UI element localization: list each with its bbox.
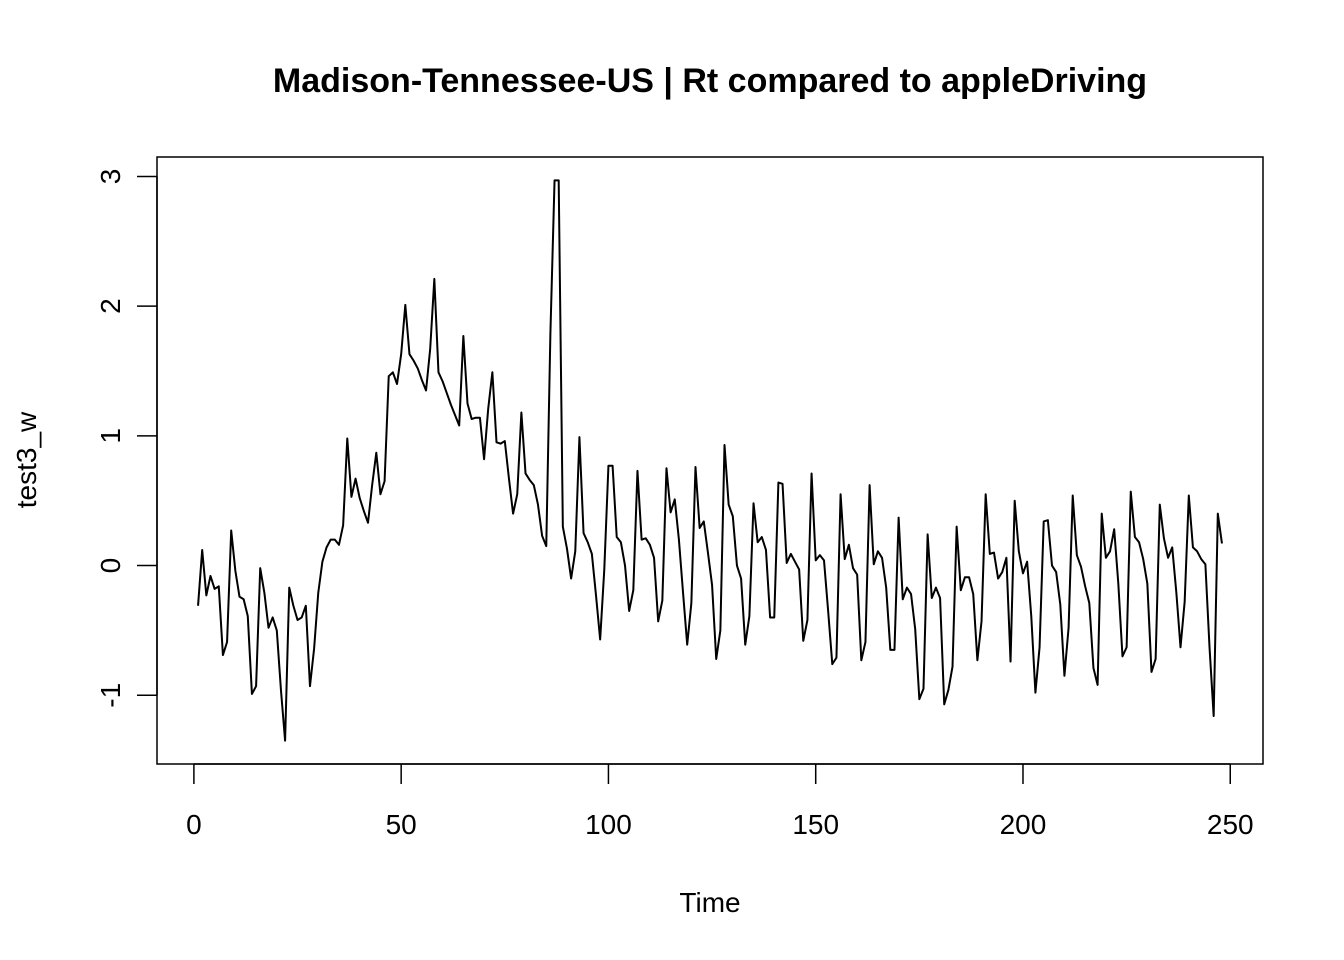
y-tick-label: 0 <box>95 558 126 574</box>
x-axis-label: Time <box>679 887 740 918</box>
y-tick-label: 1 <box>95 428 126 444</box>
series-line <box>197 179 1223 742</box>
x-tick-label: 100 <box>585 809 632 840</box>
y-tick-label: 2 <box>95 298 126 314</box>
y-tick-label: 3 <box>95 169 126 185</box>
chart-title: Madison-Tennessee-US | Rt compared to ap… <box>273 62 1147 100</box>
y-axis-label: test3_w <box>11 411 42 508</box>
x-tick-label: 0 <box>186 809 202 840</box>
x-tick-label: 150 <box>792 809 839 840</box>
y-axis: -1 0 1 2 3 <box>95 169 158 708</box>
x-tick-label: 50 <box>386 809 417 840</box>
x-tick-label: 200 <box>1000 809 1047 840</box>
x-tick-label: 250 <box>1207 809 1254 840</box>
x-axis: 0 50 100 150 200 250 <box>186 763 1254 840</box>
y-tick-label: -1 <box>95 683 126 708</box>
